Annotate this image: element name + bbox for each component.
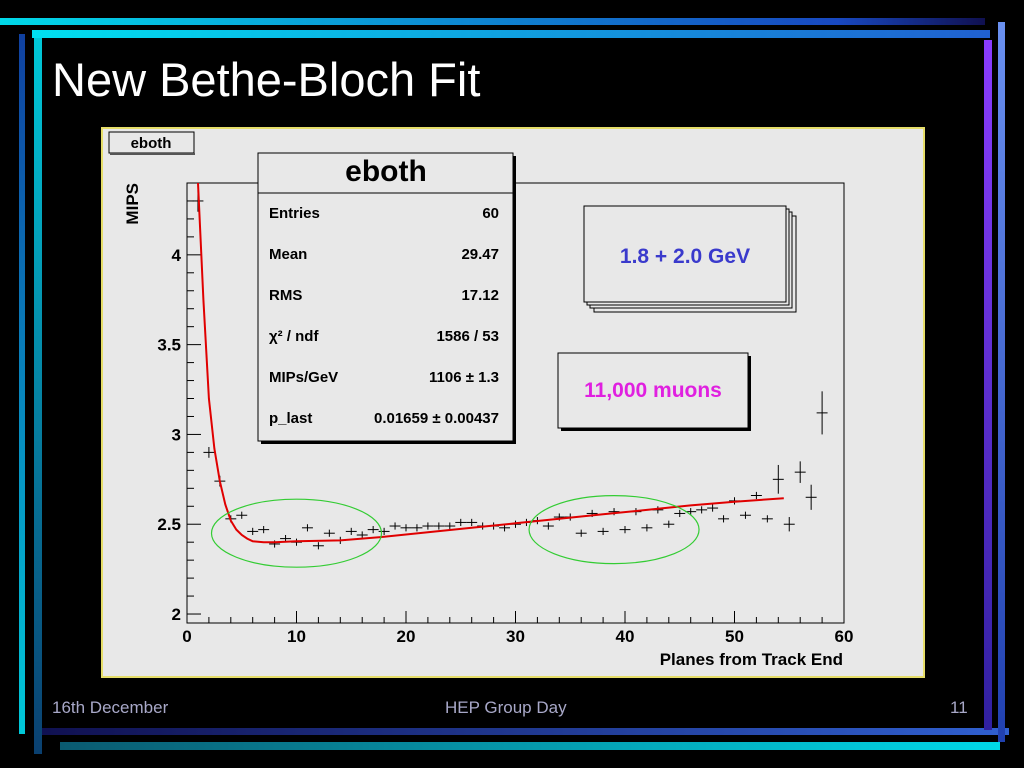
muon-annotation-frame: [557, 352, 749, 429]
data-point: [433, 522, 445, 530]
data-point: [466, 518, 478, 527]
stats-box-frame: [257, 152, 514, 442]
energy-annotation-frame: [583, 205, 787, 303]
data-point: [575, 529, 587, 537]
x-axis-tick-labels: 0 10 20 30 40 50 60: [182, 627, 853, 646]
data-point: [750, 491, 762, 500]
data-point: [312, 542, 324, 550]
x-axis-ticks: [186, 611, 845, 623]
stats-label-rms: RMS: [269, 287, 302, 304]
data-point: [356, 531, 368, 539]
top-bar-inner: [32, 30, 990, 38]
data-point: [696, 506, 708, 514]
y-tick-label: 3: [172, 425, 181, 444]
data-point: [542, 522, 554, 530]
data-point: [378, 527, 390, 535]
fit-curve: [197, 182, 784, 544]
x-axis-label: Planes from Track End: [660, 650, 843, 669]
data-point: [367, 526, 379, 534]
data-point: [444, 522, 456, 530]
histogram-name-tab-label: eboth: [131, 135, 172, 152]
data-point: [411, 524, 423, 532]
data-point: [455, 518, 467, 527]
stats-box-title: eboth: [345, 155, 427, 188]
x-tick-label: 60: [835, 627, 854, 646]
plot-panel: eboth 0 10 20 30 40 50 60 2 2.5 3 3.5 4 Planes fro…: [101, 127, 925, 678]
data-point: [247, 527, 259, 535]
y-tick-label: 2: [172, 605, 181, 624]
energy-annotation-text: 1.8 + 2.0 GeV: [620, 245, 750, 268]
data-point: [258, 526, 270, 534]
y-tick-label: 4: [172, 246, 182, 265]
footer-page-number: 11: [950, 698, 968, 717]
y-axis-ticks: [187, 182, 201, 615]
data-point: [323, 529, 335, 537]
stats-label-plast: p_last: [269, 410, 312, 427]
stats-value-chi2: 1586 / 53: [436, 328, 499, 345]
stats-label-mean: Mean: [269, 246, 307, 263]
x-tick-label: 0: [182, 627, 191, 646]
x-tick-label: 50: [725, 627, 744, 646]
data-point: [236, 511, 248, 519]
muon-annotation: 11,000 muons: [557, 352, 751, 431]
right-bar-purple: [984, 40, 992, 730]
slide-title: New Bethe-Bloch Fit: [52, 53, 481, 106]
data-point: [422, 522, 434, 530]
stats-label-entries: Entries: [269, 205, 320, 222]
stats-value-plast: 0.01659 ± 0.00437: [374, 410, 499, 427]
y-tick-label: 3.5: [157, 336, 181, 355]
y-tick-label: 2.5: [157, 515, 181, 534]
data-point: [389, 522, 401, 530]
top-bar-outer: [0, 18, 985, 25]
data-point: [805, 484, 817, 510]
footer-event: HEP Group Day: [445, 698, 567, 717]
data-point: [203, 447, 215, 458]
stats-label-mips-per-gev: MIPs/GeV: [269, 369, 338, 386]
data-point: [739, 511, 751, 519]
y-axis-label: MIPS: [123, 183, 142, 225]
bottom-bar-outer: [60, 742, 1000, 750]
data-point: [707, 504, 719, 512]
right-bar-blue: [998, 22, 1005, 742]
left-bar-inner: [34, 38, 42, 754]
footer-date: 16th December: [52, 698, 169, 717]
stats-box: eboth Entries 60 Mean 29.47 RMS 17.12 χ²…: [257, 152, 516, 444]
bethe-bloch-chart: eboth 0 10 20 30 40 50 60 2 2.5 3 3.5 4 Planes fro…: [108, 131, 853, 669]
bottom-bar-inner: [34, 728, 1009, 735]
stats-value-rms: 17.12: [461, 287, 499, 304]
data-point: [794, 461, 806, 483]
data-point: [772, 464, 784, 494]
x-tick-label: 10: [287, 627, 306, 646]
highlight-ellipse: [210, 498, 383, 568]
highlight-ellipses: [210, 495, 700, 568]
data-point: [761, 515, 773, 523]
data-point: [619, 526, 631, 534]
left-bar-outer: [19, 34, 25, 734]
stats-value-mean: 29.47: [461, 246, 499, 263]
stats-value-mips-per-gev: 1106 ± 1.3: [429, 369, 499, 386]
data-point: [816, 391, 828, 435]
data-point: [783, 517, 795, 532]
stats-value-entries: 60: [482, 205, 499, 222]
data-point: [400, 524, 412, 532]
energy-annotation: 1.8 + 2.0 GeV: [583, 205, 797, 313]
highlight-ellipse: [528, 495, 700, 565]
x-tick-label: 40: [616, 627, 635, 646]
data-point: [597, 527, 609, 535]
data-point: [674, 509, 686, 518]
data-point: [345, 527, 357, 535]
data-point: [641, 524, 653, 532]
x-tick-label: 20: [397, 627, 416, 646]
data-point: [301, 524, 313, 532]
stats-label-chi2: χ² / ndf: [269, 328, 319, 345]
y-axis-tick-labels: 2 2.5 3 3.5 4: [157, 246, 181, 624]
muon-annotation-text: 11,000 muons: [584, 379, 722, 402]
x-tick-label: 30: [506, 627, 525, 646]
data-point: [663, 520, 675, 528]
data-point: [718, 515, 730, 523]
